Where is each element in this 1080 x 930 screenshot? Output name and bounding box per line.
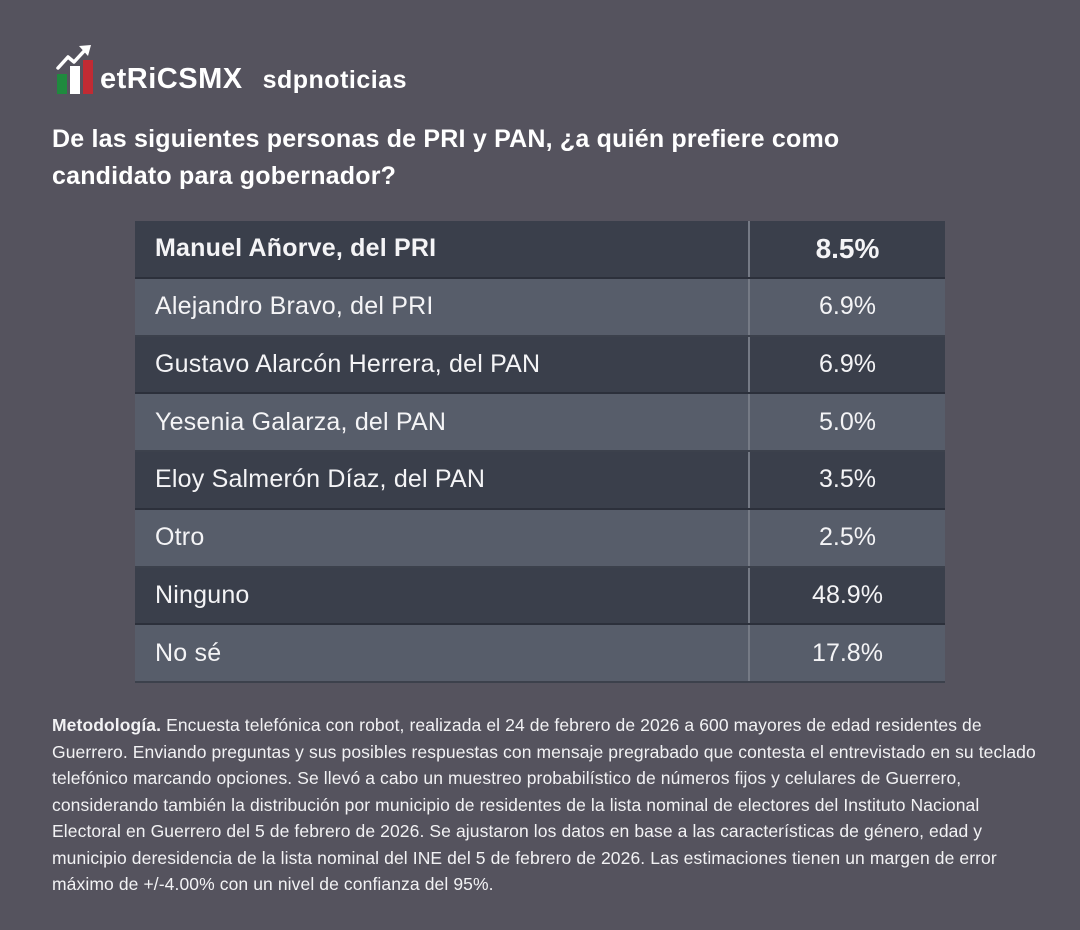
question-title-line1: De las siguientes personas de PRI y PAN,… (52, 125, 840, 153)
methodology-body: Encuesta telefónica con robot, realizada… (52, 715, 1036, 894)
table-row: Eloy Salmerón Díaz, del PAN 3.5% (135, 452, 945, 510)
candidate-label: Otro (155, 523, 205, 552)
table-row: Manuel Añorve, del PRI 8.5% (135, 221, 945, 279)
candidate-label: Manuel Añorve, del PRI (155, 234, 437, 263)
table-row: Ninguno 48.9% (135, 567, 945, 626)
result-value: 5.0% (748, 394, 945, 450)
candidate-label: Eloy Salmerón Díaz, del PAN (155, 465, 486, 494)
result-value: 3.5% (748, 452, 945, 508)
table-row: No sé 17.8% (135, 625, 945, 683)
result-value: 2.5% (748, 509, 945, 566)
result-value: 8.5% (748, 221, 945, 277)
result-value: 6.9% (748, 336, 945, 393)
question-title: De las siguientes personas de PRI y PAN,… (52, 121, 972, 195)
methodology-label: Metodología. (52, 715, 162, 735)
partner-name: sdpnoticias (262, 66, 407, 94)
candidate-label: Yesenia Galarza, del PAN (155, 407, 447, 436)
methodology-text: Metodología. Encuesta telefónica con rob… (52, 712, 1038, 898)
question-title-line2: candidato para gobernador? (52, 162, 397, 190)
bar-chart-arrow-icon (56, 45, 93, 94)
candidate-label: Alejandro Bravo, del PRI (155, 292, 434, 321)
result-value: 48.9% (748, 567, 945, 624)
brand-name: etRiCSMX (100, 63, 243, 95)
candidate-label: No sé (155, 638, 222, 667)
header: etRiCSMX sdpnoticias (55, 40, 407, 96)
result-value: 6.9% (748, 278, 945, 335)
table-row: Yesenia Galarza, del PAN 5.0% (135, 394, 945, 452)
candidate-label: Gustavo Alarcón Herrera, del PAN (155, 349, 541, 378)
table-row: Otro 2.5% (135, 509, 945, 568)
table-row: Gustavo Alarcón Herrera, del PAN 6.9% (135, 336, 945, 395)
candidate-label: Ninguno (155, 580, 250, 609)
results-table: Manuel Añorve, del PRI 8.5% Alejandro Brav… (135, 221, 945, 683)
result-value: 17.8% (748, 625, 945, 681)
table-row: Alejandro Bravo, del PRI 6.9% (135, 278, 945, 337)
